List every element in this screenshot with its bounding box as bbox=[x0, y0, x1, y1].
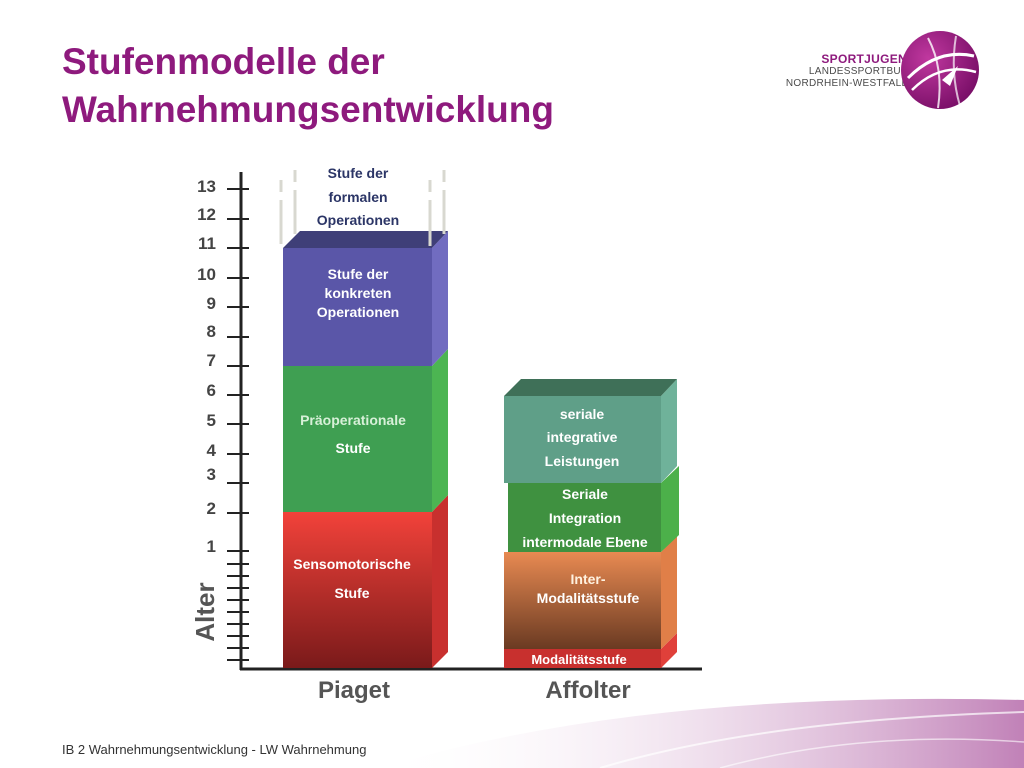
piaget-konkret-block bbox=[283, 248, 432, 366]
tick-8: 8 bbox=[207, 322, 216, 341]
tick-3: 3 bbox=[207, 465, 216, 484]
logo-text: SPORTJUGEND LANDESSPORTBUND NORDRHEIN-WE… bbox=[786, 52, 916, 90]
piaget-sensomotorisch-side bbox=[432, 495, 448, 668]
tick-1: 1 bbox=[207, 537, 216, 556]
piaget-praeoperational-side bbox=[432, 349, 448, 512]
piaget-formal-line2: formalen bbox=[328, 189, 387, 205]
tick-2: 2 bbox=[207, 499, 216, 518]
tick-9: 9 bbox=[207, 294, 216, 313]
sportjugend-logo-icon bbox=[901, 31, 979, 109]
title-line-1: Stufenmodelle der bbox=[62, 41, 385, 82]
affolter-integrative-line2: integrative bbox=[547, 429, 618, 445]
affolter-modalitaet-label: Modalitätsstufe bbox=[531, 652, 626, 667]
tick-10: 10 bbox=[197, 265, 216, 284]
tick-4: 4 bbox=[207, 441, 217, 460]
y-axis-ticks bbox=[227, 188, 249, 661]
decorative-band bbox=[380, 698, 1024, 768]
piaget-praeoperational-block bbox=[283, 366, 432, 512]
affolter-integrative-block bbox=[504, 396, 661, 483]
piaget-konkret-line2: konkreten bbox=[325, 285, 392, 301]
slide-footer: IB 2 Wahrnehmungsentwicklung - LW Wahrne… bbox=[62, 742, 367, 757]
affolter-inter-line1: Inter- bbox=[571, 571, 606, 587]
title-line-2: Wahrnehmungsentwicklung bbox=[62, 89, 554, 130]
tick-13: 13 bbox=[197, 177, 216, 196]
tick-6: 6 bbox=[207, 381, 216, 400]
affolter-integrative-side bbox=[661, 379, 677, 483]
axis-label-alter: Alter bbox=[190, 582, 220, 641]
affolter-integrative-line1: seriale bbox=[560, 406, 605, 422]
piaget-konkret-line1: Stufe der bbox=[328, 266, 389, 282]
piaget-praeop-line2: Stufe bbox=[336, 440, 371, 456]
affolter-seriale-integration-block bbox=[508, 483, 661, 552]
logo-brand: SPORTJUGEND bbox=[821, 52, 916, 66]
piaget-senso-line1: Sensomotorische bbox=[293, 556, 411, 572]
affolter-integrative-line3: Leistungen bbox=[545, 453, 620, 469]
piaget-top-cap bbox=[283, 231, 448, 248]
affolter-seriale-line1: Seriale bbox=[562, 486, 608, 502]
piaget-praeop-line1: Präoperationale bbox=[300, 412, 406, 428]
piaget-formal-line1: Stufe der bbox=[328, 165, 389, 181]
logo-line-2: LANDESSPORTBUND bbox=[808, 66, 916, 77]
affolter-seriale-line2: Integration bbox=[549, 510, 621, 526]
affolter-inter-block bbox=[504, 552, 661, 649]
piaget-formal-line3: Operationen bbox=[317, 212, 399, 228]
affolter-top-cap bbox=[504, 379, 677, 396]
piaget-konkret-line3: Operationen bbox=[317, 304, 399, 320]
piaget-senso-line2: Stufe bbox=[335, 585, 370, 601]
affolter-seriale-line3: intermodale Ebene bbox=[522, 534, 647, 550]
tick-11: 11 bbox=[198, 234, 216, 253]
tick-5: 5 bbox=[207, 411, 216, 430]
column-label-affolter: Affolter bbox=[545, 677, 630, 704]
affolter-inter-line2: Modalitätsstufe bbox=[537, 590, 640, 606]
slide-title: Stufenmodelle der Wahrnehmungsentwicklun… bbox=[62, 38, 762, 134]
affolter-modalitaet-block bbox=[504, 649, 661, 668]
column-label-piaget: Piaget bbox=[318, 677, 390, 704]
piaget-sensomotorisch-block bbox=[283, 512, 432, 668]
affolter-modalitaet-side bbox=[661, 633, 677, 668]
logo-line-3: NORDRHEIN-WESTFALEN bbox=[785, 78, 916, 89]
tick-7: 7 bbox=[207, 351, 216, 370]
affolter-inter-side bbox=[661, 535, 677, 649]
tick-12: 12 bbox=[197, 205, 216, 224]
piaget-formal-fade-lines bbox=[279, 170, 446, 246]
piaget-konkret-side bbox=[432, 231, 448, 366]
affolter-seriale-integration-side bbox=[661, 466, 679, 552]
